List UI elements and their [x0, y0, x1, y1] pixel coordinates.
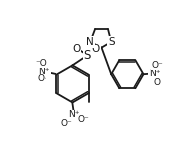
Text: O: O [72, 44, 81, 54]
Text: ⁻O: ⁻O [35, 59, 47, 68]
Text: O: O [38, 74, 45, 83]
Text: O⁻: O⁻ [78, 115, 90, 124]
Text: O: O [154, 78, 161, 87]
Text: S: S [108, 37, 114, 47]
Text: O⁻: O⁻ [152, 61, 164, 70]
Text: S: S [83, 49, 91, 62]
Text: N⁺: N⁺ [39, 67, 50, 76]
Text: O⁻: O⁻ [60, 119, 72, 128]
Text: N⁺: N⁺ [68, 110, 80, 119]
Text: O: O [92, 44, 100, 54]
Text: N⁺: N⁺ [149, 69, 160, 78]
Text: N: N [86, 37, 94, 47]
